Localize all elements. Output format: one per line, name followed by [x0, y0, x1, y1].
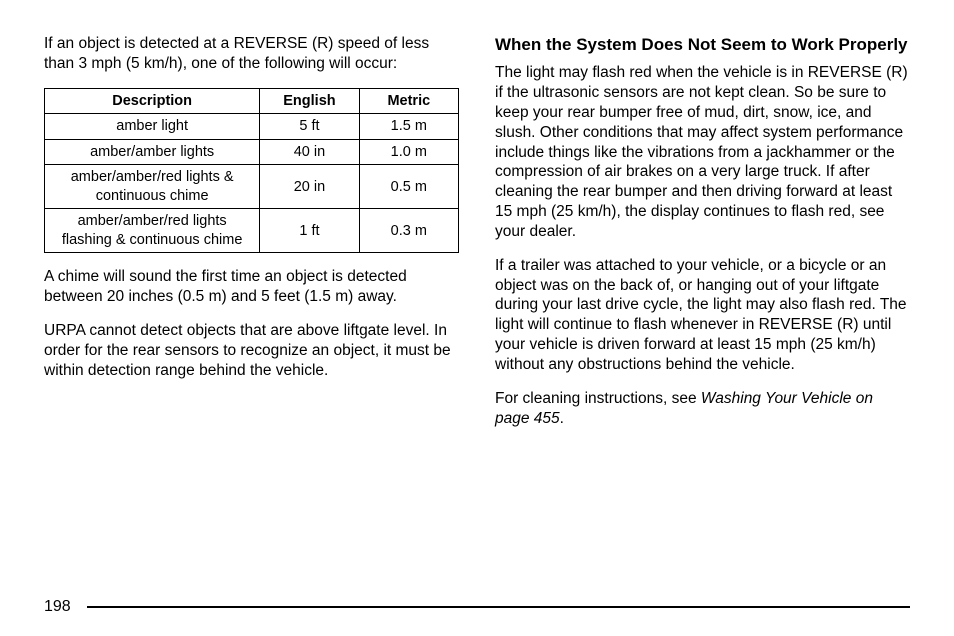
cell-english: 5 ft [260, 114, 359, 140]
cell-metric: 1.5 m [359, 114, 458, 140]
cell-english: 40 in [260, 139, 359, 165]
section-heading: When the System Does Not Seem to Work Pr… [495, 34, 910, 55]
urpa-paragraph: URPA cannot detect objects that are abov… [44, 321, 459, 380]
cell-description: amber/amber/red lights & continuous chim… [45, 165, 260, 209]
left-column: If an object is detected at a REVERSE (R… [44, 34, 459, 590]
detection-table: Description English Metric amber light 5… [44, 88, 459, 254]
table-header-row: Description English Metric [45, 88, 459, 114]
table-row: amber/amber/red lights & continuous chim… [45, 165, 459, 209]
right-column: When the System Does Not Seem to Work Pr… [495, 34, 910, 590]
cleaning-text-end: . [560, 410, 564, 427]
header-metric: Metric [359, 88, 458, 114]
cell-metric: 0.5 m [359, 165, 458, 209]
right-paragraph-1: The light may flash red when the vehicle… [495, 63, 910, 241]
right-paragraph-2: If a trailer was attached to your vehicl… [495, 256, 910, 375]
cell-metric: 1.0 m [359, 139, 458, 165]
table-row: amber/amber lights 40 in 1.0 m [45, 139, 459, 165]
chime-paragraph: A chime will sound the first time an obj… [44, 267, 459, 307]
page-number: 198 [44, 598, 71, 616]
page: If an object is detected at a REVERSE (R… [0, 0, 954, 636]
intro-paragraph: If an object is detected at a REVERSE (R… [44, 34, 459, 74]
cell-metric: 0.3 m [359, 209, 458, 253]
page-footer: 198 [44, 598, 910, 616]
cell-english: 20 in [260, 165, 359, 209]
table-row: amber/amber/red lights flashing & contin… [45, 209, 459, 253]
cell-description: amber/amber/red lights flashing & contin… [45, 209, 260, 253]
right-paragraph-3: For cleaning instructions, see Washing Y… [495, 389, 910, 429]
cell-english: 1 ft [260, 209, 359, 253]
content-columns: If an object is detected at a REVERSE (R… [44, 34, 910, 590]
cell-description: amber/amber lights [45, 139, 260, 165]
cell-description: amber light [45, 114, 260, 140]
cleaning-text: For cleaning instructions, see [495, 390, 701, 407]
header-english: English [260, 88, 359, 114]
footer-rule [87, 606, 910, 608]
header-description: Description [45, 88, 260, 114]
table-row: amber light 5 ft 1.5 m [45, 114, 459, 140]
